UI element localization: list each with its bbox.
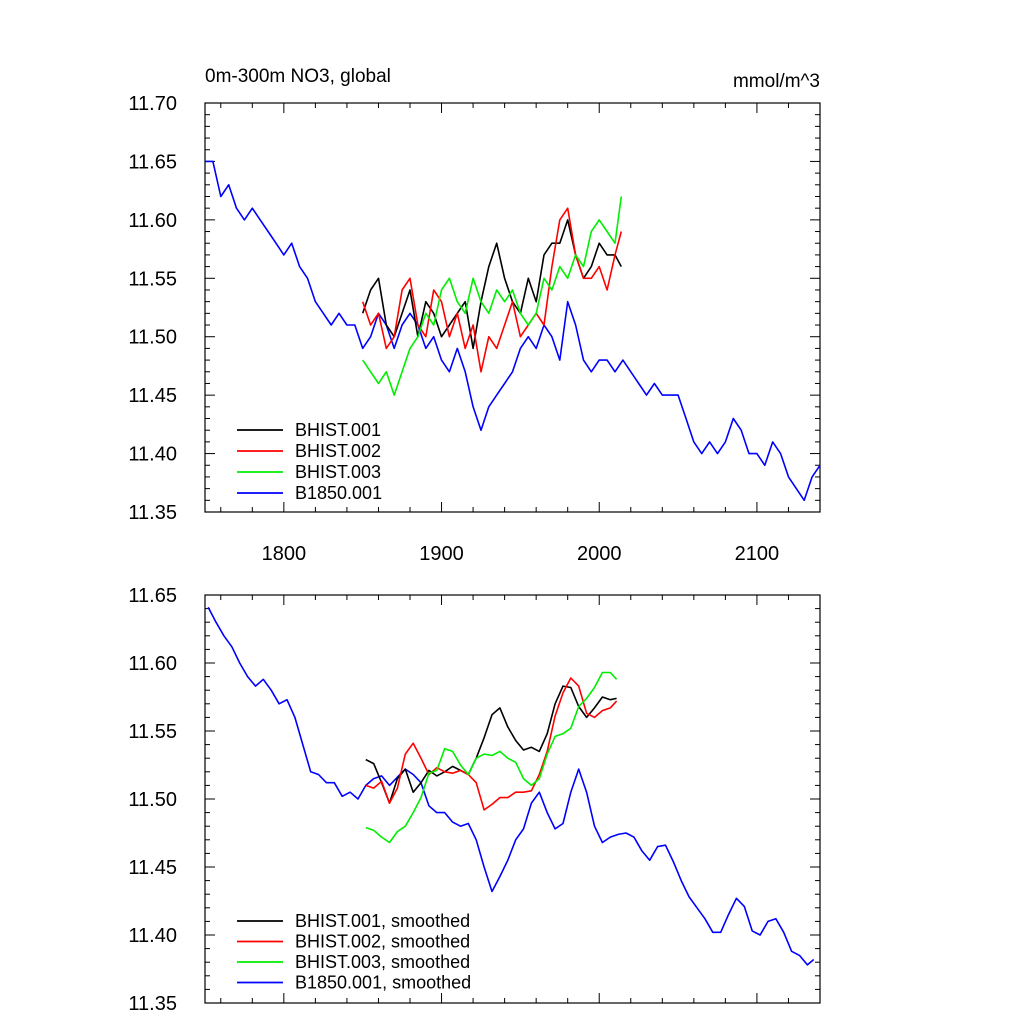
series-line-bhist-003-smoothed — [365, 671, 618, 844]
x-tick-label: 2000 — [577, 543, 622, 565]
y-tick-label: 11.70 — [128, 93, 177, 115]
series-line-bhist-003 — [362, 196, 623, 396]
x-tick-label: 1900 — [419, 543, 464, 565]
y-tick-label: 11.65 — [128, 151, 177, 173]
top-panel: 0m-300m NO3, global mmol/m^3 11.35 11.40 1… — [128, 66, 821, 565]
legend-label: BHIST.001, smoothed — [295, 911, 470, 931]
bottom-panel: 11.35 11.40 11.45 11.50 11.55 11.60 11.65 BHIST… — [128, 585, 821, 1015]
x-tick-label: 2100 — [735, 543, 780, 565]
y-tick-label: 11.50 — [128, 789, 177, 811]
y-tick-label: 11.65 — [128, 585, 177, 607]
series-line-b1850-001 — [205, 160, 821, 502]
legend-label: BHIST.002 — [295, 441, 381, 461]
y-tick-label: 11.35 — [128, 502, 177, 524]
legend-label: B1850.001, smoothed — [295, 973, 471, 993]
y-tick-label: 11.55 — [128, 268, 177, 290]
plot-frame — [204, 102, 821, 513]
x-tick-label: 1800 — [262, 543, 307, 565]
series-line-bhist-001-smoothed — [365, 685, 617, 804]
series-line-bhist-002 — [361, 207, 623, 373]
y-tick-label: 11.60 — [128, 210, 177, 232]
legend-label: BHIST.003 — [295, 462, 381, 482]
legend-label: B1850.001 — [295, 483, 382, 503]
y-tick-label: 11.60 — [128, 653, 177, 675]
y-tick-label: 11.40 — [128, 444, 177, 466]
y-tick-label: 11.45 — [128, 857, 177, 879]
legend-label: BHIST.002, smoothed — [295, 932, 470, 952]
y-tick-label: 11.45 — [128, 385, 177, 407]
legend-label: BHIST.001 — [295, 420, 381, 440]
series-line-b1850-001-smoothed — [207, 606, 815, 966]
series-line-bhist-002-smoothed — [365, 677, 618, 811]
chart-title: 0m-300m NO3, global — [205, 66, 391, 87]
y-tick-label: 11.40 — [128, 925, 177, 947]
y-tick-label: 11.35 — [128, 993, 177, 1015]
units-label: mmol/m^3 — [733, 71, 820, 92]
y-tick-label: 11.55 — [128, 721, 177, 743]
y-tick-label: 11.50 — [128, 327, 177, 349]
legend-label: BHIST.003, smoothed — [295, 952, 470, 972]
